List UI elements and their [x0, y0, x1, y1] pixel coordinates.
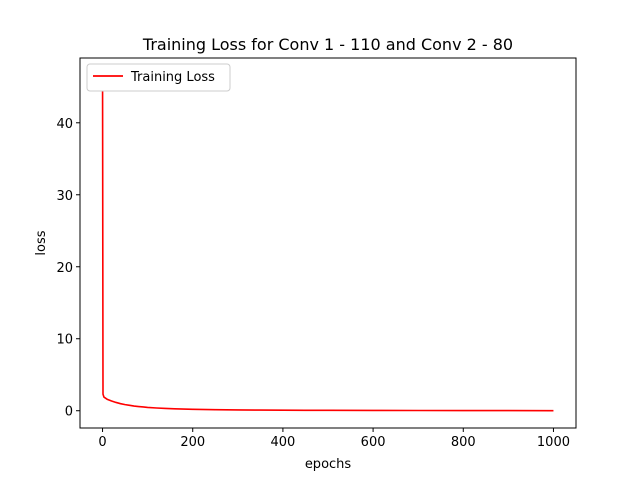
x-tick-label-400: 400 — [270, 435, 295, 450]
plot-content — [101, 72, 554, 412]
y-tick-label-10: 10 — [56, 333, 73, 348]
x-axis-ticks: 0 200 400 600 800 1000 — [98, 428, 570, 450]
series-line-training-loss — [101, 72, 554, 412]
y-tick-label-30: 30 — [56, 189, 73, 204]
y-axis-label: loss — [34, 230, 49, 255]
plot-area — [80, 58, 576, 428]
x-tick-label-0: 0 — [98, 435, 106, 450]
chart-title: Training Loss for Conv 1 - 110 and Conv … — [142, 35, 513, 54]
x-tick-label-1000: 1000 — [537, 435, 570, 450]
y-tick-label-0: 0 — [65, 405, 73, 420]
y-axis-ticks: 0 10 20 30 40 — [56, 117, 80, 420]
plot-frame — [79, 57, 577, 429]
x-tick-label-600: 600 — [361, 435, 386, 450]
legend-box — [86, 63, 231, 92]
legend-label-training-loss: Training Loss — [130, 70, 215, 85]
y-tick-label-20: 20 — [56, 261, 73, 276]
x-tick-label-200: 200 — [180, 435, 205, 450]
x-axis-label: epochs — [305, 457, 352, 472]
y-tick-label-40: 40 — [56, 117, 73, 132]
x-tick-label-800: 800 — [451, 435, 476, 450]
legend: Training Loss — [86, 63, 231, 92]
